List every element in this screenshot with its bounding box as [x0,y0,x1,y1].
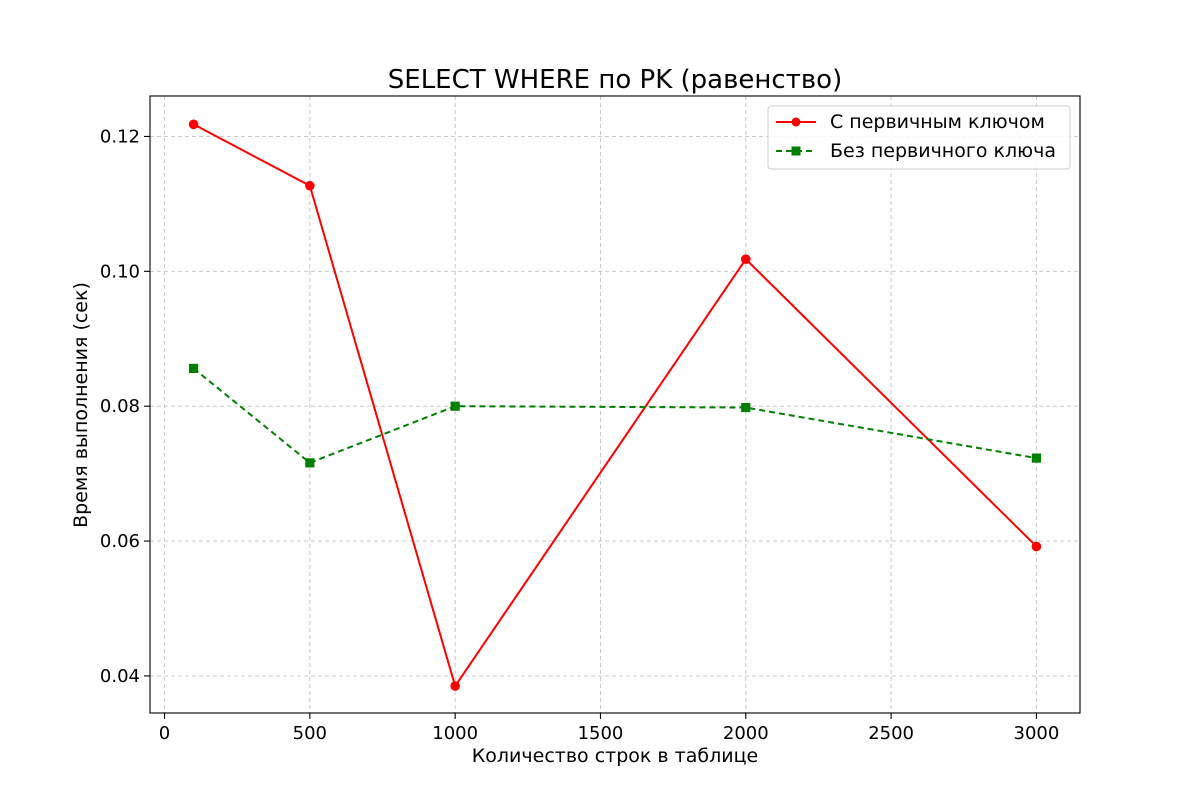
y-axis-label: Время выполнения (сек) [70,282,92,528]
data-point-square [450,401,460,411]
y-tick-label: 0.12 [100,126,140,147]
series-line-1 [192,367,1037,464]
y-tick-label: 0.10 [100,261,140,282]
data-point-circle [450,681,460,691]
data-point-square [305,458,315,468]
data-point-circle [305,180,315,191]
legend: С первичным ключом Без первичного ключа [767,105,1071,170]
y-tick-label: 0.04 [100,666,140,687]
x-axis: 0 500 1000 1500 2000 2500 3000 [159,713,1060,744]
x-tick-label: 500 [293,723,327,744]
y-tick-label: 0.06 [100,531,140,552]
legend-label-with-pk: С первичным ключом [830,111,1045,133]
x-tick-label: 2000 [723,723,769,744]
x-tick-label: 0 [159,723,170,744]
data-point-square [1031,453,1042,463]
x-tick-label: 3000 [1014,723,1060,744]
x-tick-label: 2500 [868,723,914,744]
x-axis-label: Количество строк в таблице [472,745,758,767]
data-point-square [188,363,199,374]
data-point-square [741,402,751,413]
legend-marker-circle [791,117,801,127]
x-tick-label: 1000 [432,723,478,744]
chart-title: SELECT WHERE по PK (равенство) [388,65,842,95]
series-line-0 [193,123,1038,689]
series-layer [188,119,1042,691]
legend-label-without-pk: Без первичного ключа [830,140,1056,162]
y-tick-label: 0.08 [100,396,140,417]
grid [150,96,1080,713]
legend-marker-square [791,146,801,156]
plot-area-frame [149,95,1081,714]
data-point-circle [1031,541,1042,552]
y-axis: 0.04 0.06 0.08 0.10 0.12 [100,126,150,687]
legend-box [767,105,1071,170]
data-point-circle [188,119,199,130]
x-tick-label: 1500 [578,723,624,744]
data-point-circle [740,254,751,264]
